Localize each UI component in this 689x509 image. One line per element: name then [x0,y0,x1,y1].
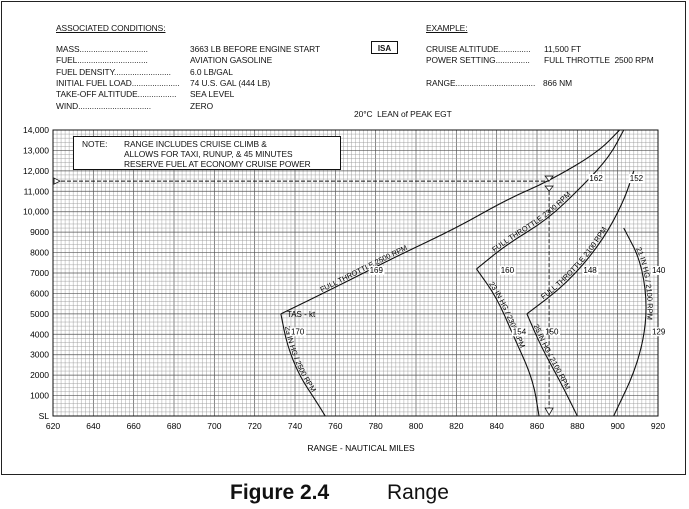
y-tick-label: 14,000 [23,125,49,135]
tas-value: 150 [545,327,559,336]
note-box: NOTE: RANGE INCLUDES CRUISE CLIMB & ALLO… [73,136,341,170]
x-tick-label: 680 [167,421,181,431]
tas-value-bg [628,174,645,184]
series-line [476,268,540,417]
condition-takeoff-label: TAKE-OFF ALTITUDE................. [56,89,177,99]
tas-value-bg [544,327,561,337]
x-tick-label: 640 [86,421,100,431]
lean-note: 20°C LEAN of PEAK EGT [354,109,452,119]
x-tick-label: 660 [127,421,141,431]
condition-wind-value: ZERO [190,101,214,111]
condition-mass-label: MASS.............................. [56,44,148,54]
example-arrow-icon [544,175,554,182]
tas-label: TAS - kt [287,310,316,319]
tas-value-bg [499,266,516,275]
x-axis-label: RANGE - NAUTICAL MILES [307,443,415,453]
x-tick-label: 920 [651,421,665,431]
tas-value: 160 [501,266,515,275]
condition-fuel-label: FUEL............................... [56,55,148,65]
note-line: RANGE INCLUDES CRUISE CLIMB & [124,139,267,149]
range-chart: 620 640 660 680 700 720 740 760 780 800 820 840 860 8… [23,125,667,453]
example-arrow-icon [544,185,554,192]
tas-value: 169 [370,266,384,275]
note-line: ALLOWS FOR TAXI, RUNUP, & 45 MINUTES [124,149,293,159]
y-tick-label: 7000 [30,268,49,278]
y-tick-label: 8000 [30,248,49,258]
example-altitude-value: 11,500 FT [544,44,582,54]
series-line [526,170,635,315]
x-tick-label: 740 [288,421,302,431]
tas-value-bg [289,327,306,337]
y-tick-label: 6000 [30,288,49,298]
x-tick-label: 800 [409,421,423,431]
y-tick-label: 4000 [30,329,49,339]
series-line [526,313,578,417]
tas-value: 129 [652,327,666,336]
series-line [280,129,621,315]
y-tick-label: 11,000 [24,186,50,196]
figure-number: Figure 2.4 [230,481,330,504]
condition-fuel-load-label: INITIAL FUEL LOAD..................... [56,78,180,88]
condition-density-label: FUEL DENSITY......................... [56,67,171,77]
condition-mass-value: 3663 LB BEFORE ENGINE START [190,44,321,54]
y-tick-label: 2000 [30,370,49,380]
tas-value-bg [650,266,667,275]
condition-wind-label: WIND................................ [56,101,151,111]
note-label: NOTE: [82,139,108,149]
series-label-text: 23 IN HG / 2300 RPM [487,280,527,349]
note-line: RESERVE FUEL AT ECONOMY CRUISE POWER [124,159,311,169]
x-tick-label: 900 [611,421,625,431]
example-range-label: RANGE................................... [426,78,536,88]
condition-density-value: 6.0 LB/GAL [190,67,233,77]
figure-caption: Figure 2.4 Range [0,478,689,508]
tas-value-bg [582,266,599,275]
example-arrow-icon [53,177,61,185]
y-tick-label: 9000 [30,227,49,237]
tas-value-bg [511,327,528,337]
example-range-value: 866 NM [543,78,573,88]
example-heading: EXAMPLE: [426,23,468,33]
y-tick-label: SL [39,411,50,421]
x-tick-label: 620 [46,421,60,431]
tas-value: 148 [583,266,597,275]
y-tick-label: 1000 [30,391,49,401]
x-tick-label: 760 [328,421,342,431]
x-tick-label: 700 [207,421,221,431]
condition-takeoff-value: SEA LEVEL [190,89,235,99]
x-tick-label: 880 [570,421,584,431]
y-tick-label: 10,000 [23,207,49,217]
figure-title: Range [387,481,449,504]
x-tick-label: 780 [369,421,383,431]
tas-value: 152 [630,174,644,183]
tas-value: 140 [652,266,666,275]
y-tick-label: 13,000 [23,145,49,155]
y-tick-label: 12,000 [23,166,49,176]
example-power-label: POWER SETTING............... [426,55,530,65]
x-tick-label: 720 [248,421,262,431]
tas-value: 162 [589,174,603,183]
tas-value-bg [650,327,667,337]
example-arrow-icon [544,407,554,416]
condition-fuel-value: AVIATION GASOLINE [190,55,273,65]
x-tick-label: 860 [530,421,544,431]
conditions-heading: ASSOCIATED CONDITIONS: [56,23,166,33]
x-tick-label: 820 [449,421,463,431]
tas-value: 154 [513,327,527,336]
y-tick-label: 3000 [30,350,49,360]
isa-badge: ISA [371,41,398,54]
condition-fuel-load-value: 74 U.S. GAL (444 LB) [190,78,271,88]
tas-value-bg [588,174,605,184]
x-tick-label: 840 [490,421,504,431]
series-label: 23 IN HG / 2300 RPM [487,280,527,349]
tas-value: 170 [291,327,305,336]
y-tick-label: 5000 [30,309,49,319]
example-altitude-label: CRUISE ALTITUDE.............. [426,44,531,54]
example-power-value: FULL THROTTLE 2500 RPM [544,55,654,65]
series-line [613,227,647,417]
tas-value-bg [368,266,385,275]
series-line [280,313,326,417]
